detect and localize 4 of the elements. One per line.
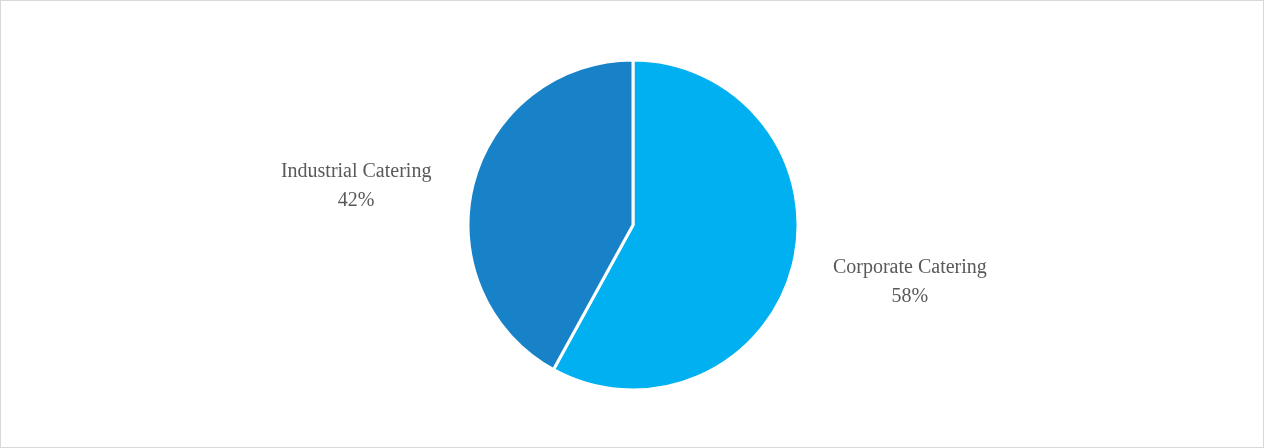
slice-label: Industrial Catering <box>280 158 432 182</box>
data-label: 42% <box>337 187 375 210</box>
slice-label: Corporate Catering <box>832 255 987 279</box>
data-label: 58% <box>891 284 929 307</box>
